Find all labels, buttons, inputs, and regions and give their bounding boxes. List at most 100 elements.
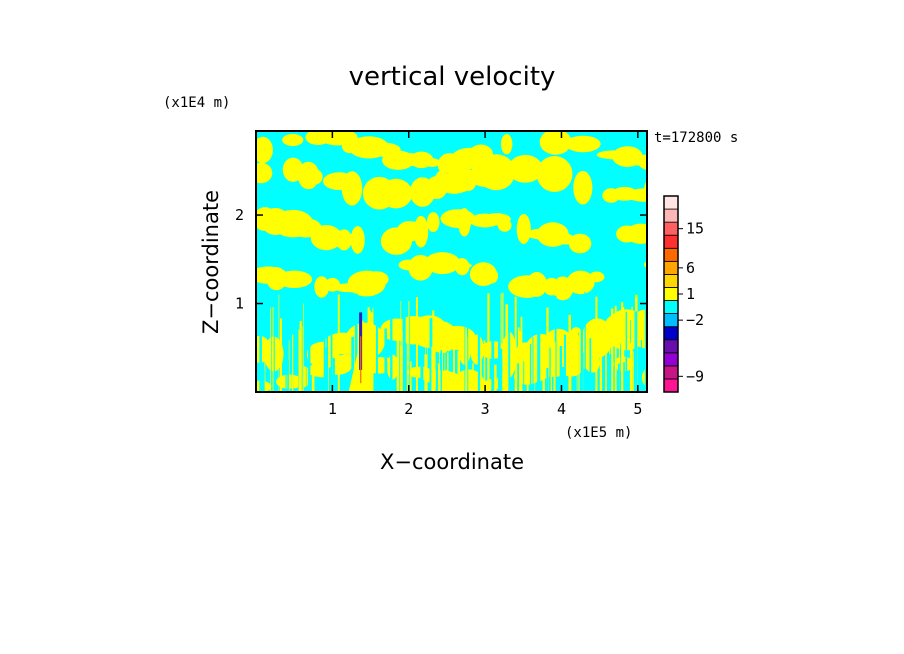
streak xyxy=(328,367,332,392)
streak xyxy=(439,341,440,392)
streak xyxy=(437,363,440,392)
streak xyxy=(502,338,504,392)
colorbar-swatch xyxy=(663,273,679,288)
streak xyxy=(354,293,358,392)
updraft-patch xyxy=(395,185,412,199)
updraft-patch xyxy=(568,233,592,254)
streak xyxy=(605,344,607,392)
updraft-patch xyxy=(625,188,647,202)
streak xyxy=(487,293,490,392)
streak xyxy=(553,341,556,392)
streak xyxy=(620,343,621,392)
streak xyxy=(445,369,449,392)
updraft-patch xyxy=(424,158,440,168)
colorbar-swatch xyxy=(663,287,679,301)
streak xyxy=(578,335,580,392)
streak xyxy=(519,331,522,392)
streak xyxy=(444,349,446,392)
streak xyxy=(367,307,370,392)
plume-center xyxy=(360,336,362,384)
streak xyxy=(465,337,468,392)
streak xyxy=(453,348,455,392)
streak xyxy=(576,341,578,392)
updraft-patch xyxy=(568,327,584,353)
updraft-patch xyxy=(625,223,647,244)
streak xyxy=(264,360,266,392)
streak xyxy=(262,366,265,392)
updraft-patch xyxy=(256,162,273,184)
streak xyxy=(500,348,503,392)
updraft-patch xyxy=(426,212,440,233)
colorbar-swatch xyxy=(663,352,679,367)
streak xyxy=(640,339,643,392)
y-unit-label: (x1E4 m) xyxy=(163,95,230,111)
updraft-patch xyxy=(256,136,273,164)
streak xyxy=(483,340,486,392)
streak xyxy=(505,304,509,392)
streak xyxy=(288,340,290,392)
streak xyxy=(425,361,427,392)
streak xyxy=(498,331,501,392)
streak xyxy=(259,325,262,392)
y-axis-title: Z−coordinate xyxy=(199,190,223,334)
streak xyxy=(610,308,614,392)
colorbar-swatch xyxy=(663,247,679,262)
colorbar-swatch xyxy=(663,378,679,393)
updraft-patch xyxy=(336,229,352,251)
x-tick-label: 2 xyxy=(404,400,413,418)
streak xyxy=(508,309,511,392)
colorbar-tick-label: 15 xyxy=(686,220,704,238)
x-unit-label: (x1E5 m) xyxy=(565,425,632,441)
streak xyxy=(305,316,307,392)
streak xyxy=(273,309,275,392)
streak xyxy=(302,303,304,392)
streak xyxy=(385,358,388,392)
streak xyxy=(589,338,592,392)
updraft-patch xyxy=(282,133,304,147)
streak xyxy=(330,319,333,392)
streak xyxy=(554,295,557,392)
streak xyxy=(608,354,612,392)
streak xyxy=(599,329,603,392)
updraft-patch xyxy=(588,271,605,283)
streak xyxy=(292,334,294,392)
x-tick-label: 1 xyxy=(328,400,337,418)
streak xyxy=(478,337,480,392)
streak xyxy=(633,351,634,392)
y-axis: 12 xyxy=(235,206,647,313)
colorbar-swatch xyxy=(663,234,679,249)
streak xyxy=(308,314,311,392)
streak xyxy=(408,316,411,392)
streak xyxy=(369,310,371,392)
streak xyxy=(625,311,628,392)
updraft-patch xyxy=(276,270,313,289)
streak xyxy=(325,347,327,392)
streak xyxy=(429,318,433,392)
updraft-patch xyxy=(536,156,573,192)
streak xyxy=(546,368,549,392)
updraft-patch xyxy=(486,268,499,284)
streak xyxy=(517,327,520,392)
colorbar-swatch xyxy=(663,300,679,314)
streak xyxy=(550,346,552,392)
streak xyxy=(279,318,282,392)
updraft-patch xyxy=(455,258,470,276)
updraft-patch xyxy=(573,170,593,205)
updraft-patch xyxy=(526,271,547,297)
streak xyxy=(584,291,586,392)
streak xyxy=(326,336,329,392)
updraft-patch xyxy=(477,154,516,191)
streak xyxy=(464,317,466,392)
streak xyxy=(564,334,566,392)
updraft-patch xyxy=(638,157,647,171)
updraft-patch xyxy=(307,169,323,185)
streak xyxy=(542,365,545,392)
streak xyxy=(431,346,434,392)
streak xyxy=(500,293,502,392)
streak xyxy=(372,307,374,392)
streak xyxy=(424,354,428,392)
updraft-patch xyxy=(497,218,512,232)
streak xyxy=(400,301,402,392)
streak xyxy=(370,312,374,392)
streak xyxy=(435,364,439,392)
